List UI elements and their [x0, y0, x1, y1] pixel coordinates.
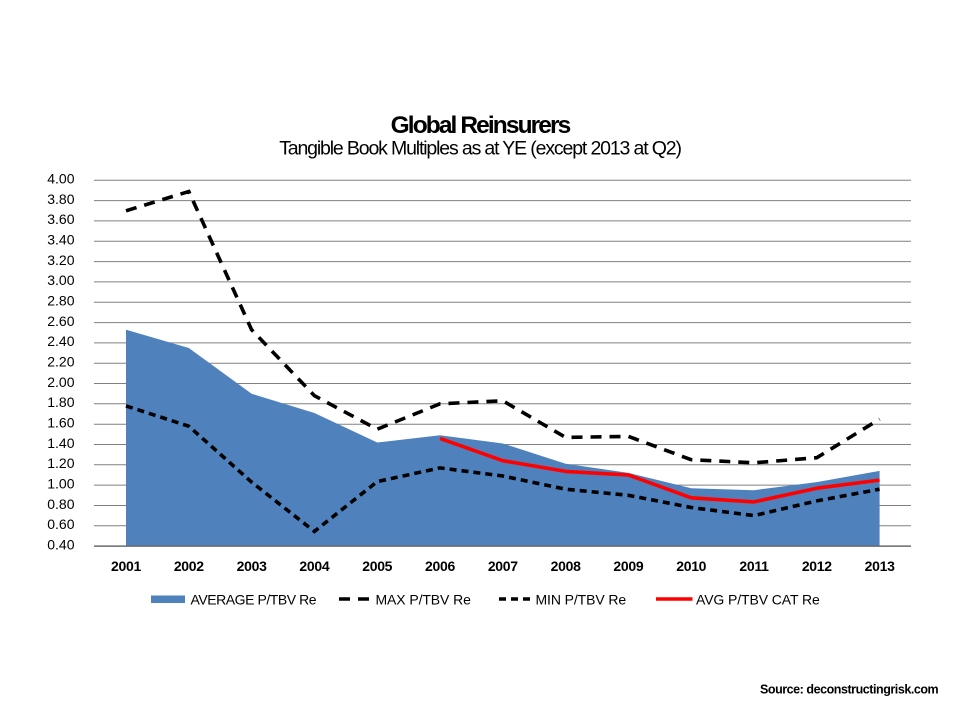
svg-text:2010: 2010	[676, 558, 706, 574]
svg-text:3.60: 3.60	[47, 211, 74, 227]
svg-text:3.80: 3.80	[47, 191, 74, 207]
svg-text:0.80: 0.80	[47, 496, 74, 512]
svg-text:Source: deconstructingrisk.com: Source: deconstructingrisk.com	[760, 683, 939, 697]
svg-text:MIN P/TBV Re: MIN P/TBV Re	[536, 592, 627, 608]
svg-text:2012: 2012	[802, 558, 832, 574]
svg-text:AVG P/TBV CAT Re: AVG P/TBV CAT Re	[696, 592, 820, 608]
svg-text:1.80: 1.80	[47, 394, 74, 410]
svg-text:2004: 2004	[299, 558, 329, 574]
svg-text:2.20: 2.20	[47, 354, 74, 370]
svg-text:3.40: 3.40	[47, 232, 74, 248]
svg-text:2.80: 2.80	[47, 293, 74, 309]
svg-text:2008: 2008	[551, 558, 581, 574]
svg-text:2006: 2006	[425, 558, 455, 574]
svg-text:4.00: 4.00	[47, 171, 74, 187]
svg-text:0.60: 0.60	[47, 516, 74, 532]
svg-text:2.40: 2.40	[47, 333, 74, 349]
svg-text:2.00: 2.00	[47, 374, 74, 390]
svg-text:3.00: 3.00	[47, 272, 74, 288]
svg-text:AVERAGE P/TBV Re: AVERAGE P/TBV Re	[191, 592, 317, 608]
svg-text:2007: 2007	[488, 558, 518, 574]
svg-text:2.60: 2.60	[47, 313, 74, 329]
svg-text:3.20: 3.20	[47, 252, 74, 268]
svg-text:Global Reinsurers: Global Reinsurers	[391, 112, 571, 139]
svg-text:0.40: 0.40	[47, 536, 74, 552]
svg-text:2005: 2005	[362, 558, 392, 574]
svg-text:2003: 2003	[237, 558, 267, 574]
svg-text:1.60: 1.60	[47, 415, 74, 431]
svg-text:2009: 2009	[613, 558, 643, 574]
svg-text:1.40: 1.40	[47, 435, 74, 451]
svg-text:2013: 2013	[865, 558, 895, 574]
svg-text:Tangible Book Multiples as at: Tangible Book Multiples as at YE (except…	[279, 138, 681, 160]
svg-text:2002: 2002	[174, 558, 204, 574]
svg-text:2001: 2001	[111, 558, 141, 574]
svg-text:2011: 2011	[739, 558, 769, 574]
svg-text:1.00: 1.00	[47, 475, 74, 491]
svg-text:MAX P/TBV Re: MAX P/TBV Re	[376, 592, 472, 608]
svg-text:1.20: 1.20	[47, 455, 74, 471]
